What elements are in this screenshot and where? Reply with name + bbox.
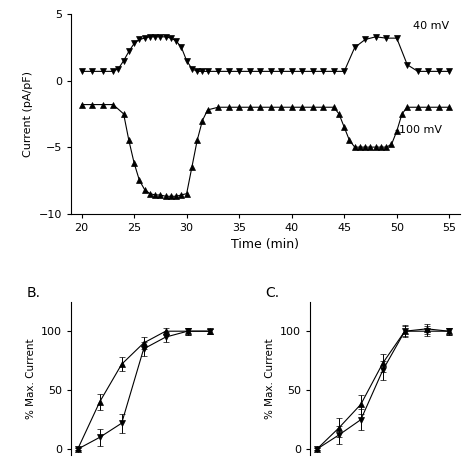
Text: 40 mV: 40 mV [412, 21, 448, 31]
Text: C.: C. [265, 286, 280, 301]
X-axis label: Time (min): Time (min) [231, 238, 300, 251]
Text: B.: B. [26, 286, 40, 301]
Y-axis label: Current (pA/pF): Current (pA/pF) [23, 71, 33, 157]
Y-axis label: % Max. Current: % Max. Current [264, 338, 275, 419]
Text: -100 mV: -100 mV [395, 125, 442, 135]
Y-axis label: % Max. Current: % Max. Current [26, 338, 36, 419]
